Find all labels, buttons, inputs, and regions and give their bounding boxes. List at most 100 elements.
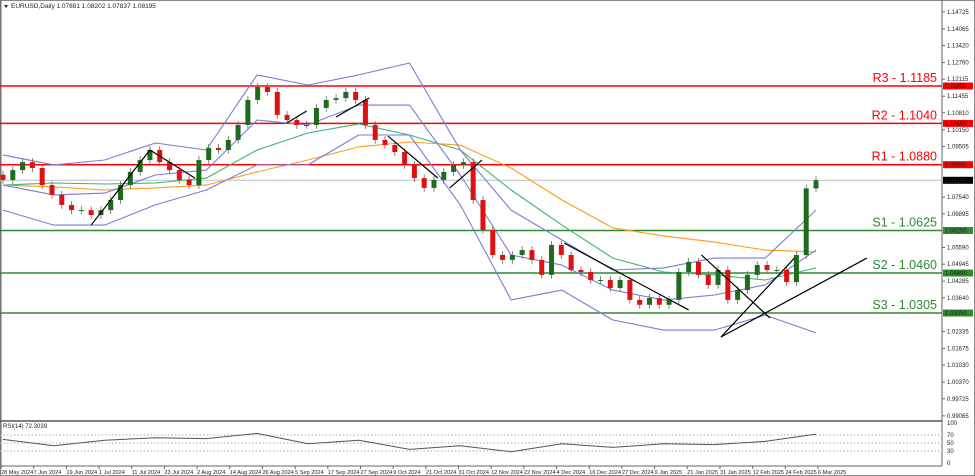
overlay-bb-upper bbox=[2, 62, 817, 271]
candle bbox=[245, 96, 251, 129]
candle bbox=[500, 251, 506, 264]
candle-body bbox=[607, 280, 613, 289]
y-tick-label: 1.04945 bbox=[947, 262, 969, 268]
candle-body bbox=[39, 168, 45, 186]
y-tick-label: 1.01030 bbox=[947, 363, 969, 369]
x-tick-label: 4 Dec 2024 bbox=[557, 470, 586, 476]
level-axis-label: 1.08800 bbox=[945, 163, 967, 169]
candle-body bbox=[735, 290, 741, 300]
candle bbox=[215, 144, 221, 154]
candle-body bbox=[725, 269, 731, 300]
candle-body bbox=[421, 178, 427, 188]
candle-body bbox=[69, 204, 75, 211]
candle-body bbox=[637, 299, 643, 305]
x-tick-label: 21 Jan 2025 bbox=[687, 470, 718, 476]
candle bbox=[666, 296, 672, 309]
candle bbox=[784, 266, 790, 286]
candle-body bbox=[774, 269, 780, 271]
x-tick-label: 5 Sep 2024 bbox=[295, 470, 324, 476]
candle-body bbox=[431, 179, 437, 188]
x-tick-label: 27 Sep 2024 bbox=[360, 470, 392, 476]
candle-body bbox=[793, 254, 799, 283]
level-axis-tag bbox=[943, 82, 973, 90]
candle-body bbox=[264, 87, 270, 92]
candle-body bbox=[754, 265, 760, 275]
candle bbox=[118, 181, 124, 204]
y-tick-label: 1.11455 bbox=[947, 94, 969, 100]
candle bbox=[402, 148, 408, 169]
candle bbox=[451, 161, 457, 176]
candle bbox=[372, 121, 378, 144]
level-axis-tag bbox=[943, 119, 973, 127]
candle-body bbox=[382, 139, 388, 146]
x-tick-label: 9 Oct 2024 bbox=[393, 470, 420, 476]
candle bbox=[803, 184, 809, 259]
x-tick-label: 14 Aug 2024 bbox=[230, 470, 261, 476]
candle-body bbox=[215, 147, 221, 150]
rsi-title: RSI(14) 72.3039 bbox=[3, 424, 48, 430]
candle-body bbox=[294, 120, 300, 125]
candle bbox=[754, 261, 760, 279]
candle bbox=[255, 83, 261, 104]
x-tick-label: 31 Oct 2024 bbox=[459, 470, 489, 476]
candle bbox=[460, 158, 466, 169]
candle-body bbox=[392, 145, 398, 153]
candle bbox=[627, 276, 633, 304]
candle-body bbox=[313, 107, 319, 125]
candle bbox=[284, 111, 290, 124]
candle-body bbox=[676, 272, 682, 300]
candle bbox=[744, 270, 750, 294]
y-tick-label: 1.12115 bbox=[947, 77, 969, 83]
rsi-tick-label: 50 bbox=[947, 441, 954, 447]
level-axis-tag bbox=[943, 226, 973, 234]
candle bbox=[607, 276, 613, 292]
rsi-line bbox=[2, 432, 817, 453]
candle bbox=[539, 256, 545, 279]
candle bbox=[637, 296, 643, 309]
candle bbox=[20, 158, 26, 174]
y-tick-label: 1.06895 bbox=[947, 212, 969, 218]
trendline bbox=[700, 254, 771, 319]
overlay-ma-slow bbox=[2, 141, 817, 253]
candle bbox=[49, 181, 55, 199]
candle bbox=[725, 266, 731, 304]
y-tick-label: 1.14065 bbox=[947, 27, 969, 33]
candle-body bbox=[29, 162, 35, 169]
candle-body bbox=[813, 180, 819, 189]
candle bbox=[774, 266, 780, 274]
candle-body bbox=[147, 149, 153, 161]
candle-body bbox=[744, 274, 750, 291]
candle-body bbox=[304, 124, 310, 126]
candle bbox=[147, 146, 153, 164]
candle bbox=[764, 261, 770, 274]
candle bbox=[431, 176, 437, 192]
candle bbox=[392, 141, 398, 156]
triangle-down-icon bbox=[4, 5, 8, 8]
candle-body bbox=[167, 162, 173, 171]
candle bbox=[167, 158, 173, 174]
candle bbox=[656, 294, 662, 309]
candle bbox=[509, 251, 515, 264]
level-axis-label: 1.11850 bbox=[945, 84, 967, 90]
candle-body bbox=[519, 250, 525, 255]
candle-body bbox=[705, 274, 711, 285]
candle bbox=[206, 144, 212, 164]
candle-body bbox=[558, 244, 564, 255]
candle-body bbox=[88, 210, 94, 215]
candle bbox=[490, 226, 496, 259]
level-axis-tag bbox=[943, 161, 973, 169]
level-label: R2 - 1.1040 bbox=[872, 108, 937, 122]
candle-body bbox=[411, 164, 417, 179]
candle-body bbox=[20, 162, 26, 171]
candle bbox=[29, 158, 35, 172]
candle-body bbox=[500, 254, 506, 260]
candle-body bbox=[118, 185, 124, 201]
candle-body bbox=[549, 244, 555, 275]
candle-body bbox=[588, 272, 594, 281]
level-axis-label: 1.04600 bbox=[945, 271, 967, 277]
x-tick-label: 22 Nov 2024 bbox=[524, 470, 556, 476]
x-tick-label: 27 Dec 2024 bbox=[622, 470, 654, 476]
candle-body bbox=[598, 280, 604, 282]
candle bbox=[264, 83, 270, 96]
